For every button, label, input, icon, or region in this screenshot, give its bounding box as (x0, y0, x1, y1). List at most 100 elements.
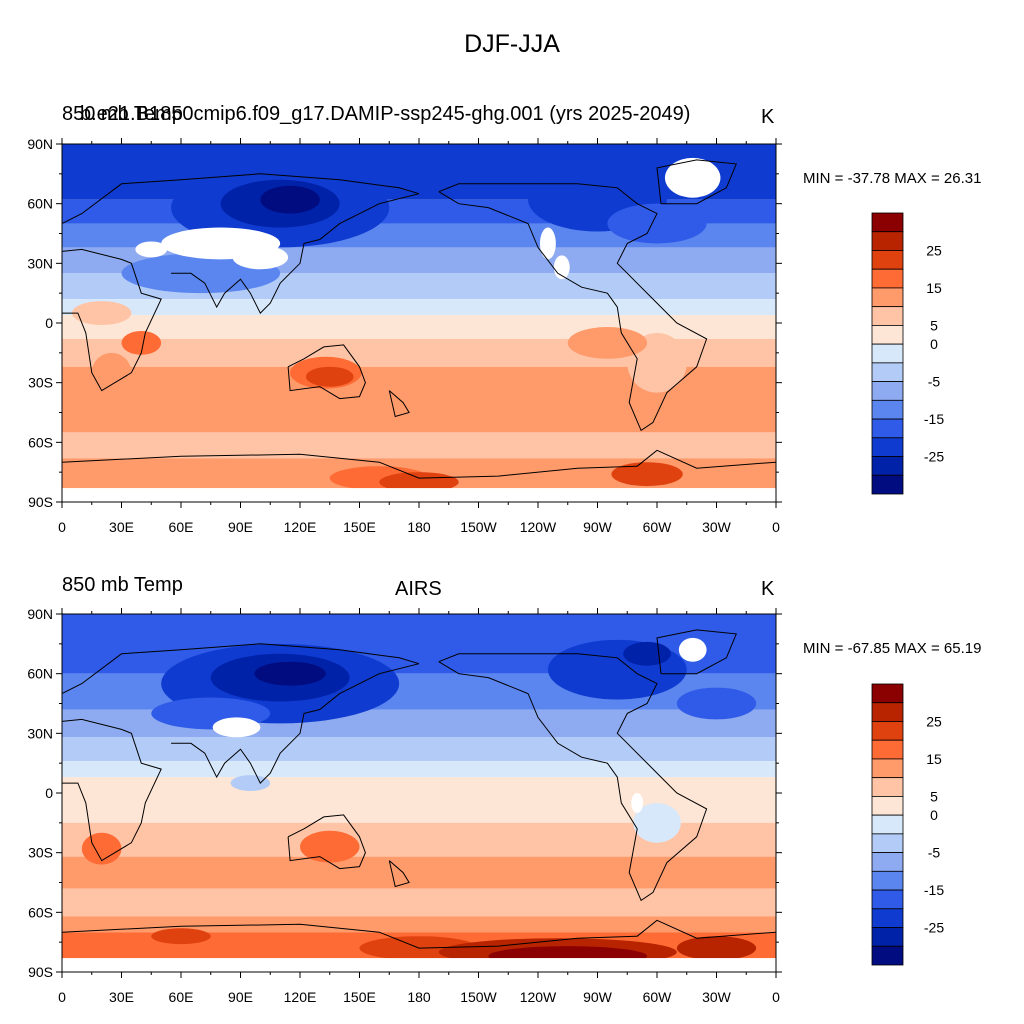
temperature-field (62, 144, 776, 502)
figure-title: DJF-JJA (464, 30, 560, 58)
colorbar-swatch (871, 306, 904, 326)
lat-tick-label: 30N (27, 255, 53, 271)
colorbar: 25 15 5 0 -5 -15 -25 (871, 212, 944, 495)
lon-tick-label: 0 (772, 989, 780, 1005)
lon-tick-label: 60W (643, 519, 673, 535)
lon-tick-label: 90E (228, 989, 253, 1005)
colorbar-swatch (871, 852, 904, 872)
colorbar-swatch (871, 474, 904, 495)
lat-tick-label: 90S (28, 494, 53, 510)
colorbar-label: 5 (930, 317, 938, 333)
lat-tick-label: 90S (28, 964, 53, 980)
panel2-center-label: AIRS (395, 578, 442, 600)
colorbar-swatch (871, 889, 904, 910)
colorbar-swatch (871, 796, 904, 816)
colorbar-swatch (871, 683, 904, 704)
colorbar-swatch (871, 739, 904, 760)
colorbar-label: -25 (924, 920, 944, 936)
lon-tick-label: 150E (343, 989, 376, 1005)
lon-tick-label: 30W (702, 989, 732, 1005)
lat-tick-label: 0 (45, 315, 53, 331)
colorbar-label: -25 (924, 449, 944, 465)
colorbar-swatch (871, 833, 904, 853)
colorbar-label: 5 (930, 788, 938, 804)
colorbar-swatch (871, 437, 904, 457)
colorbar-swatch (871, 212, 904, 233)
colorbar-label: 25 (926, 713, 942, 729)
colorbar-label: 15 (926, 280, 942, 296)
colorbar-swatch (871, 399, 904, 420)
colorbar-swatch (871, 231, 904, 251)
lat-tick-label: 30S (28, 375, 53, 391)
colorbar-swatch (871, 287, 904, 308)
panel2-left-label: 850 mb Temp (62, 574, 183, 596)
panel2-minmax: MIN = -67.85 MAX = 65.19 (803, 640, 982, 657)
map-panel-2 (56, 608, 782, 978)
colorbar-swatch (871, 381, 904, 401)
colorbar-label: -15 (924, 411, 944, 427)
lat-tick-label: 60N (27, 666, 53, 682)
lon-tick-label: 120W (520, 519, 557, 535)
lon-tick-label: 90W (583, 519, 613, 535)
lon-tick-label: 180 (407, 519, 431, 535)
panel1-case-label: b.e21.B1850cmip6.f09_g17.DAMIP-ssp245-gh… (80, 103, 691, 125)
colorbar-swatch (871, 908, 904, 928)
lon-tick-label: 30E (109, 519, 134, 535)
lon-tick-label: 90W (583, 989, 613, 1005)
colorbar-label: 0 (930, 807, 938, 823)
lat-tick-label: 90N (27, 136, 53, 152)
panel1-units: K (761, 106, 775, 128)
lat-tick-label: 60S (28, 904, 53, 920)
lon-tick-label: 90E (228, 519, 253, 535)
lon-tick-label: 0 (58, 989, 66, 1005)
colorbar-label: -5 (928, 845, 941, 861)
colorbar-swatch (871, 721, 904, 741)
lon-tick-label: 120E (284, 989, 317, 1005)
lon-tick-label: 60E (169, 989, 194, 1005)
colorbar-swatch (871, 945, 904, 966)
colorbar-label: -15 (924, 882, 944, 898)
colorbar: 25 15 5 0 -5 -15 -25 (871, 683, 944, 966)
colorbar-label: -5 (928, 374, 941, 390)
lon-tick-label: 150W (460, 519, 497, 535)
lat-tick-label: 30N (27, 725, 53, 741)
colorbar-swatch (871, 777, 904, 797)
colorbar-swatch (871, 814, 904, 835)
colorbar-label: 0 (930, 336, 938, 352)
lon-tick-label: 180 (407, 989, 431, 1005)
panel1-left-label: 850 mb Temp (62, 103, 183, 125)
temperature-field (62, 614, 776, 972)
colorbar-swatch (871, 758, 904, 779)
lat-tick-label: 0 (45, 785, 53, 801)
lon-tick-label: 30E (109, 989, 134, 1005)
colorbar-swatch (871, 362, 904, 383)
lon-tick-label: 0 (58, 519, 66, 535)
lon-tick-label: 0 (772, 519, 780, 535)
lon-tick-label: 60W (643, 989, 673, 1005)
colorbar-label: 25 (926, 242, 942, 258)
panel2-units: K (761, 578, 775, 600)
colorbar-swatch (871, 343, 904, 364)
lon-tick-label: 30W (702, 519, 732, 535)
lon-tick-label: 120E (284, 519, 317, 535)
colorbar-swatch (871, 870, 904, 891)
lat-tick-label: 30S (28, 845, 53, 861)
lat-tick-label: 60N (27, 196, 53, 212)
panel1-minmax: MIN = -37.78 MAX = 26.31 (803, 170, 982, 187)
lat-tick-label: 60S (28, 434, 53, 450)
map-panel-1 (56, 138, 782, 508)
colorbar-label: 15 (926, 751, 942, 767)
colorbar-swatch (871, 456, 904, 476)
lon-tick-label: 150W (460, 989, 497, 1005)
colorbar-swatch (871, 268, 904, 289)
lon-tick-label: 120W (520, 989, 557, 1005)
lon-tick-label: 60E (169, 519, 194, 535)
colorbar-swatch (871, 927, 904, 947)
lon-tick-label: 150E (343, 519, 376, 535)
colorbar-swatch (871, 702, 904, 722)
lat-tick-label: 90N (27, 606, 53, 622)
colorbar-swatch (871, 250, 904, 270)
colorbar-swatch (871, 418, 904, 439)
colorbar-swatch (871, 324, 904, 345)
